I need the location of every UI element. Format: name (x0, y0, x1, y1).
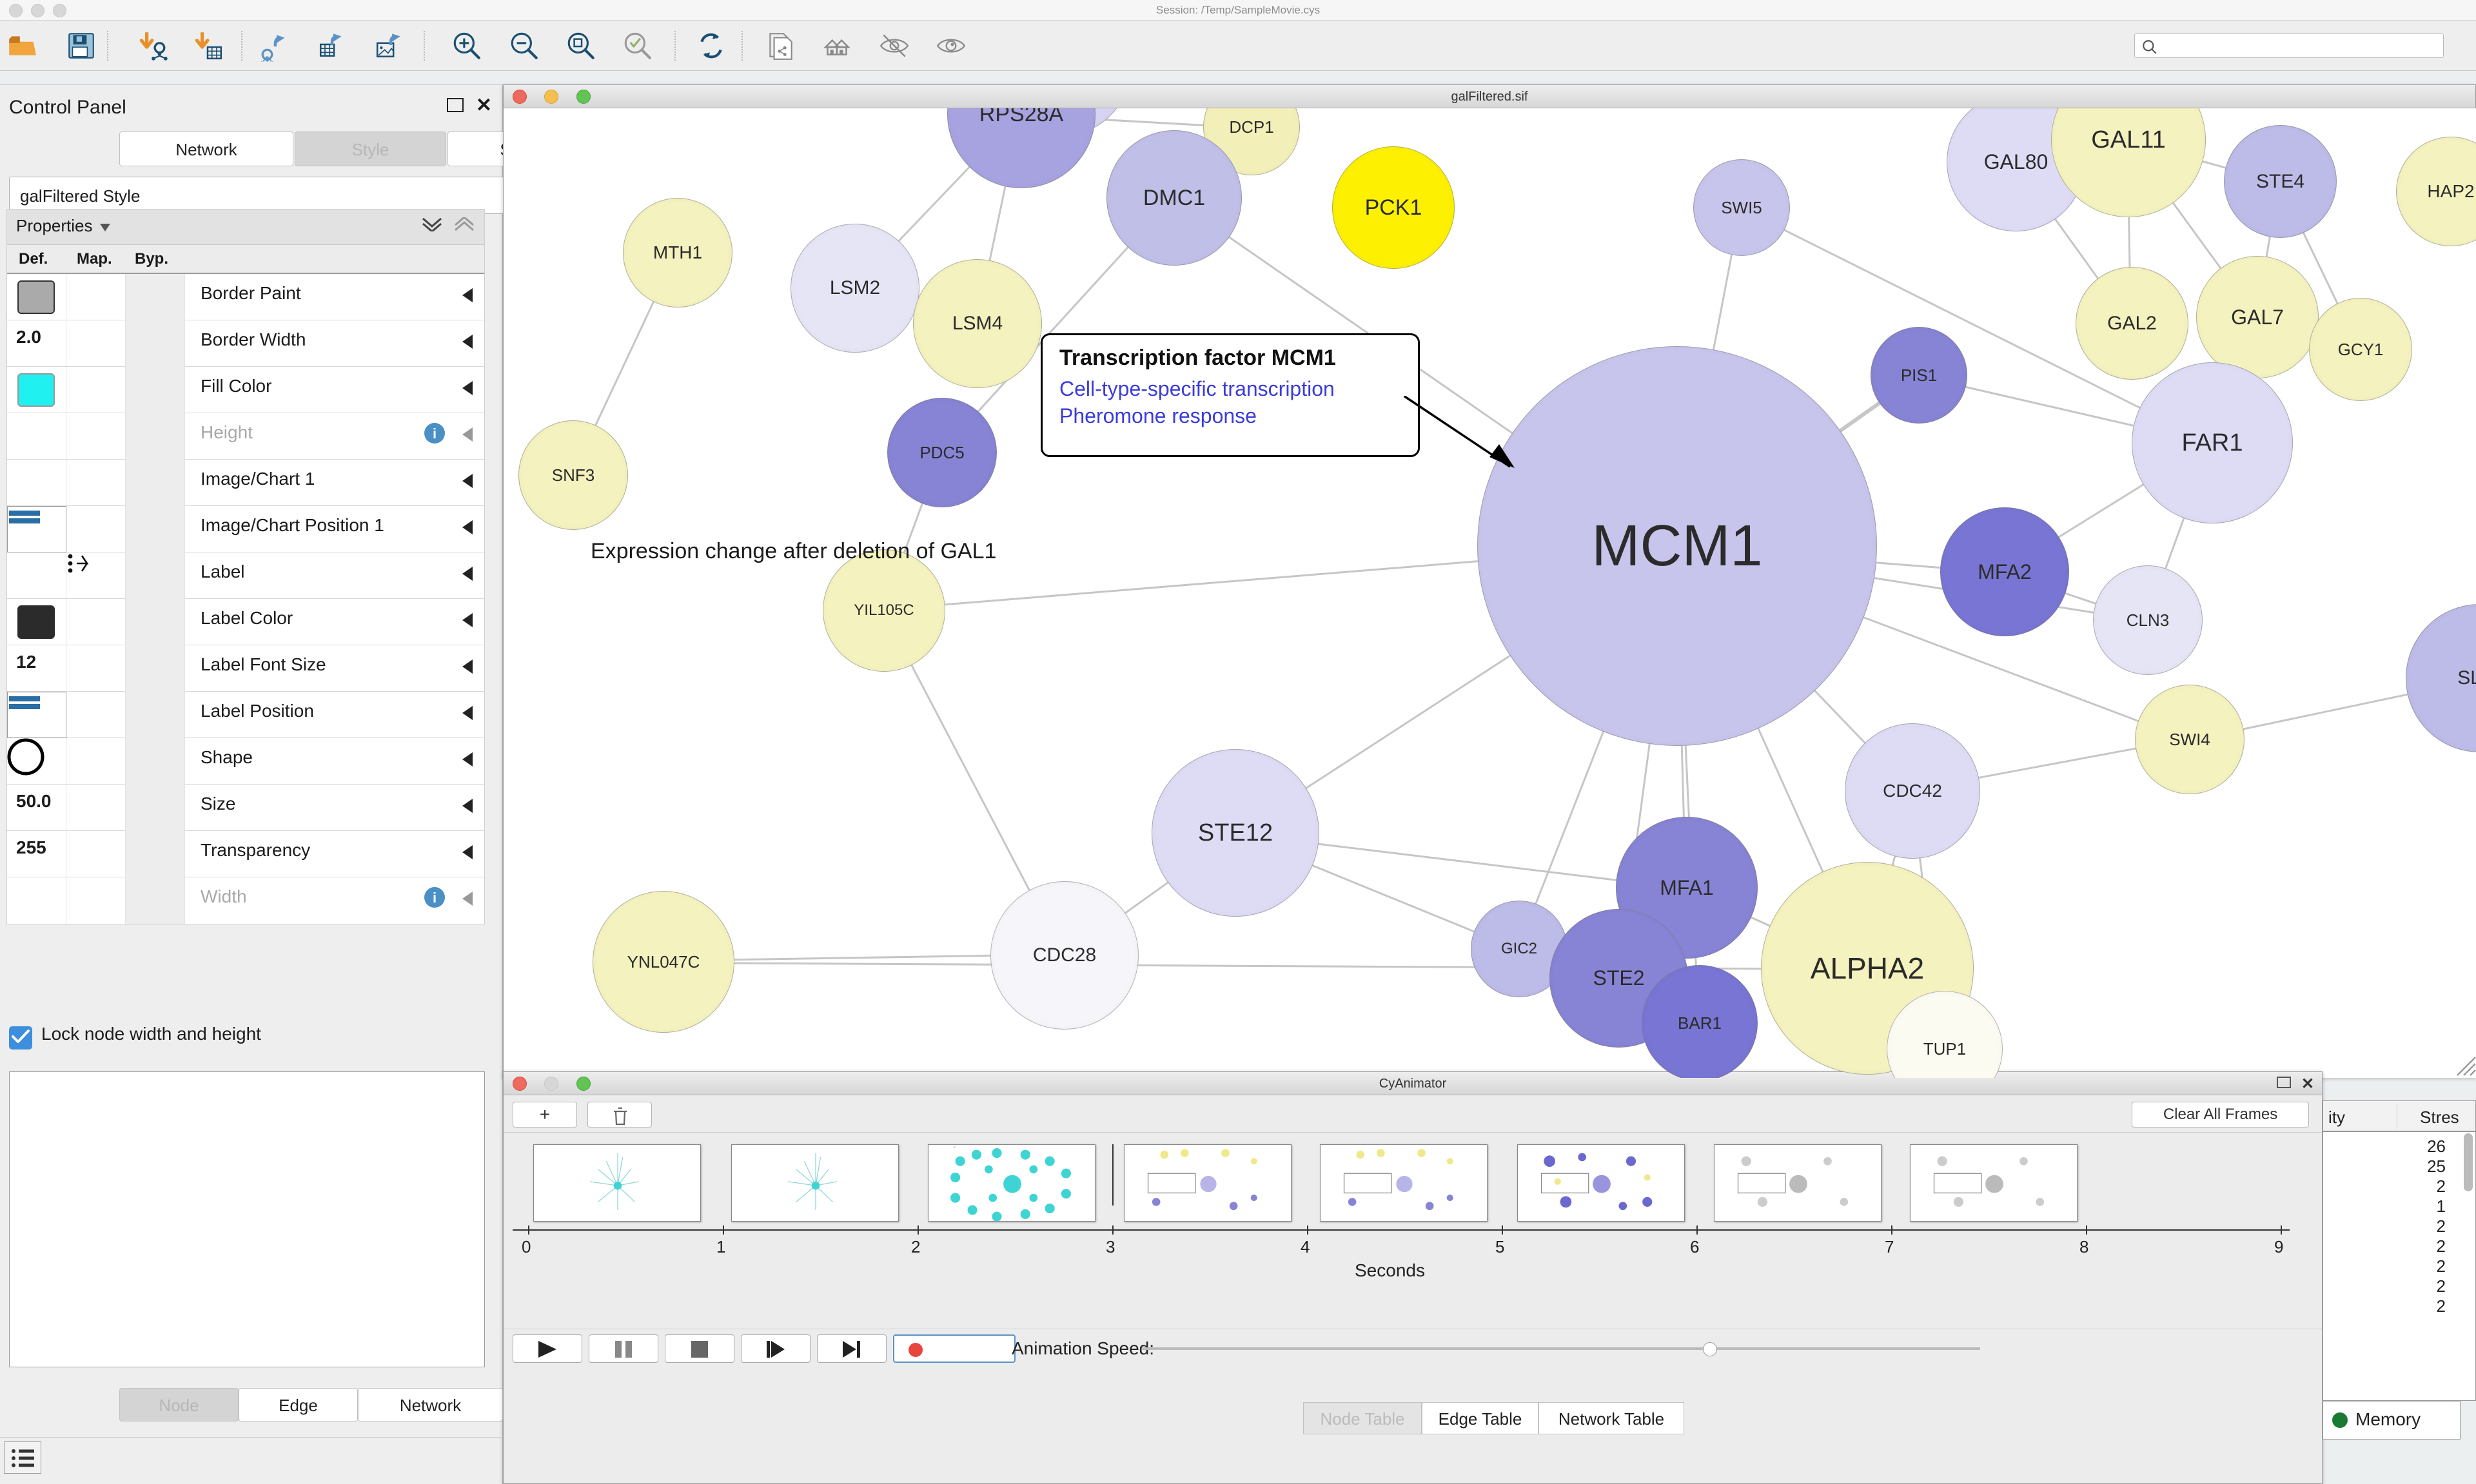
svg-text:i: i (433, 890, 437, 906)
svg-text:i: i (433, 425, 437, 442)
